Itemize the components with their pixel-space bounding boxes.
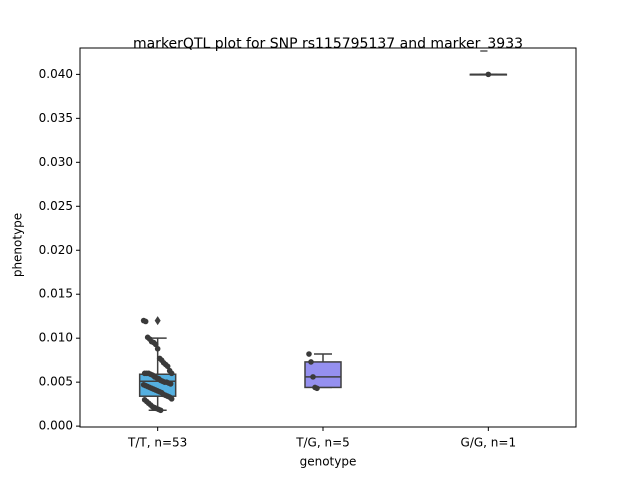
box <box>304 361 342 389</box>
x-tick-label: T/T, n=53 <box>127 436 187 450</box>
x-axis-label: genotype <box>300 455 357 469</box>
y-tick-label: 0.040 <box>39 67 73 81</box>
y-tick-label: 0.035 <box>39 111 73 125</box>
y-tick-label: 0.025 <box>39 199 73 213</box>
y-axis-label: phenotype <box>11 213 25 277</box>
strip-point <box>308 359 314 365</box>
outlier <box>154 316 161 326</box>
y-tick-label: 0.015 <box>39 287 73 301</box>
strip-point <box>310 374 316 380</box>
strip-point <box>152 341 159 348</box>
y-tick-label: 0.000 <box>39 419 73 433</box>
y-tick-label: 0.010 <box>39 331 73 345</box>
x-tick-label: G/G, n=1 <box>461 436 517 450</box>
axes-frame <box>79 47 577 428</box>
chart-title: markerQTL plot for SNP rs115795137 and m… <box>133 36 523 52</box>
strip-point <box>154 345 161 352</box>
x-tick-label: T/G, n=5 <box>295 436 350 450</box>
strip-point <box>306 351 312 357</box>
strip-point <box>168 396 175 402</box>
strip-point <box>485 71 492 78</box>
strip-point <box>314 385 320 392</box>
strip-point <box>142 318 149 325</box>
y-tick-label: 0.030 <box>39 155 73 169</box>
y-tick-label: 0.020 <box>39 243 73 257</box>
strip-point <box>157 407 164 414</box>
strip-point <box>167 381 174 387</box>
plot-area: 0.000 0.005 0.010 0.015 0.020 0.025 0.030 0.035… <box>39 67 516 450</box>
strip-point <box>164 363 171 370</box>
strip-point <box>168 370 175 377</box>
y-tick-label: 0.005 <box>39 375 73 389</box>
